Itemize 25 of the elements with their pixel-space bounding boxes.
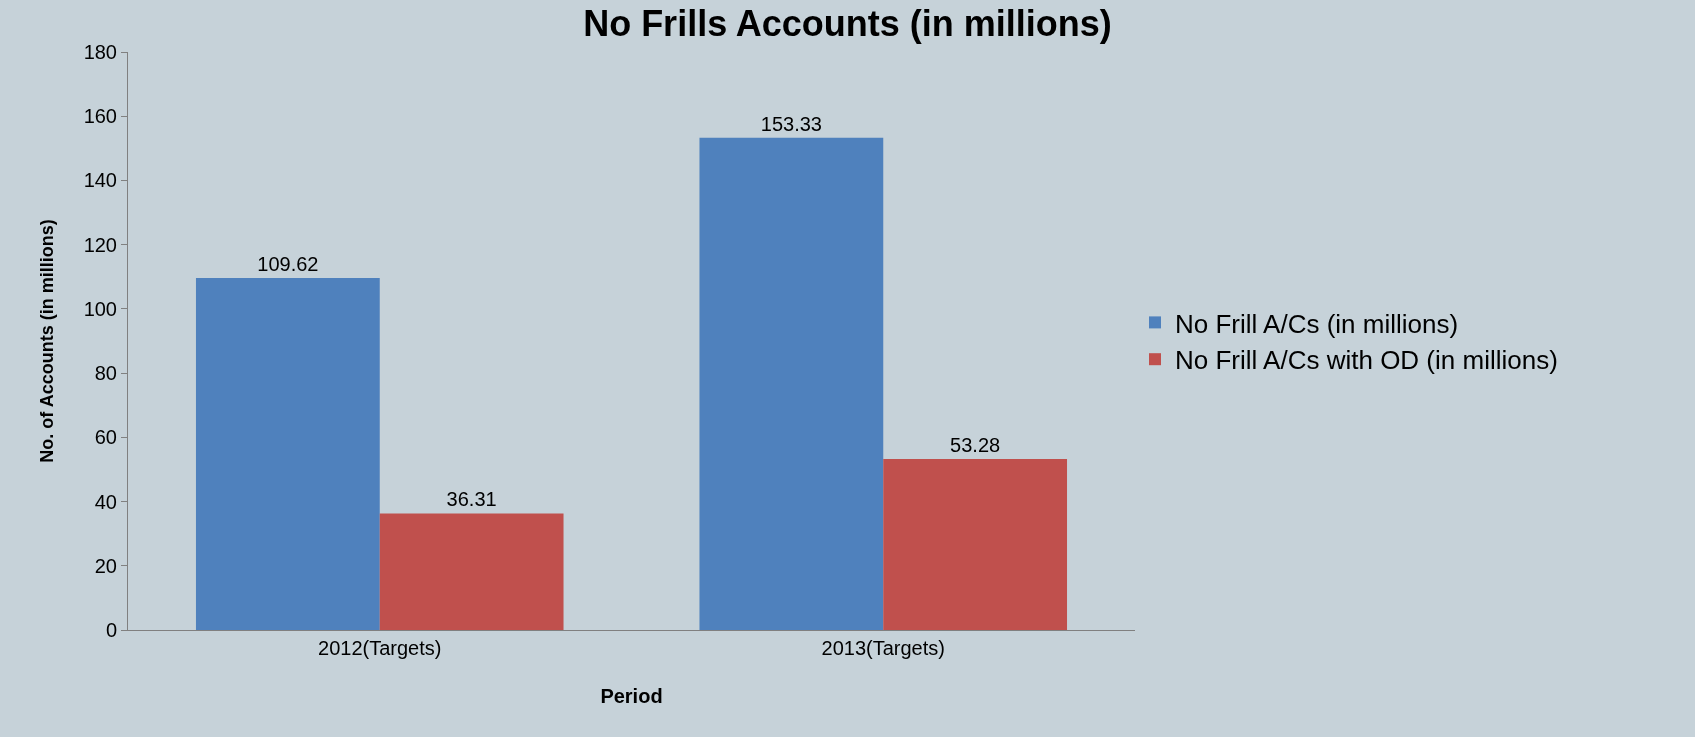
legend-label: No Frill A/Cs with OD (in millions) — [1175, 345, 1558, 376]
y-tick-label: 180 — [83, 41, 117, 63]
bar — [883, 458, 1068, 630]
bar — [699, 137, 884, 630]
data-label: 53.28 — [950, 433, 1001, 456]
data-label: 109.62 — [257, 253, 319, 275]
x-tick-label: 2013(Targets) — [821, 637, 945, 659]
y-tick-label: 140 — [83, 169, 117, 192]
y-tick-label: 0 — [105, 619, 117, 641]
data-label: 36.31 — [446, 488, 497, 511]
y-tick-label: 160 — [83, 105, 117, 128]
chart-title: No Frills Accounts (in millions) — [583, 3, 1112, 45]
y-tick-label: 60 — [94, 426, 117, 449]
y-axis-title: No. of Accounts (in millions) — [36, 219, 57, 463]
bar — [379, 513, 564, 630]
x-axis-title: Period — [600, 684, 663, 707]
y-tick-label: 120 — [83, 233, 117, 256]
y-tick-label: 20 — [94, 554, 117, 577]
y-tick-label: 80 — [94, 362, 117, 385]
data-label: 153.33 — [760, 112, 822, 135]
x-tick-label: 2012(Targets) — [318, 637, 442, 659]
y-tick-label: 40 — [94, 490, 117, 513]
legend-label: No Frill A/Cs (in millions) — [1175, 308, 1459, 339]
bar — [195, 278, 380, 630]
y-tick-label: 100 — [83, 297, 117, 320]
